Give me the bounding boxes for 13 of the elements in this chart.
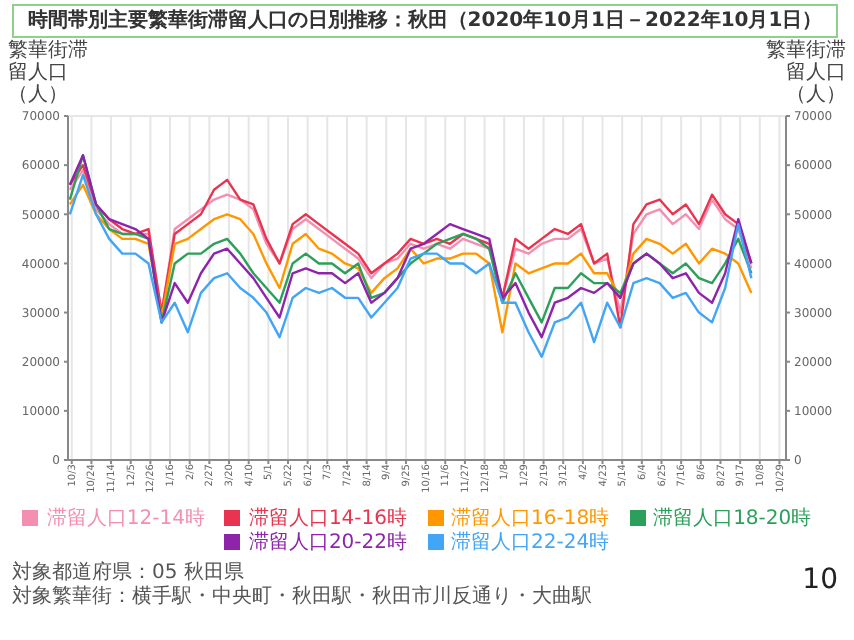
y-axis-title: 繁華街滞留人口（人）	[8, 40, 90, 106]
text: 10	[802, 564, 838, 596]
y2-axis-title: 繁華街滞留人口（人）	[764, 40, 846, 106]
text: 対象繁華街：横手駅・中央町・秋田駅・秋田市川反通り・大曲駅	[12, 586, 592, 610]
legend-label: 滞留人口20-22時	[248, 532, 407, 554]
legend-label: 滞留人口22-24時	[451, 532, 610, 554]
legend-label: 滞留人口16-18時	[451, 508, 610, 530]
line-series	[68, 173, 753, 358]
legend-label: 滞留人口14-16時	[248, 508, 407, 530]
legend-label: 滞留人口12-14時	[46, 508, 205, 530]
chart-title: 時間帯別主要繁華街滞留人口の日別推移：秋田（2020年10月1日－2022年10月1日）	[12, 4, 838, 38]
legend-label: 滞留人口18-20時	[653, 508, 812, 530]
text: 対象都道府県：05 秋田県	[12, 562, 246, 585]
